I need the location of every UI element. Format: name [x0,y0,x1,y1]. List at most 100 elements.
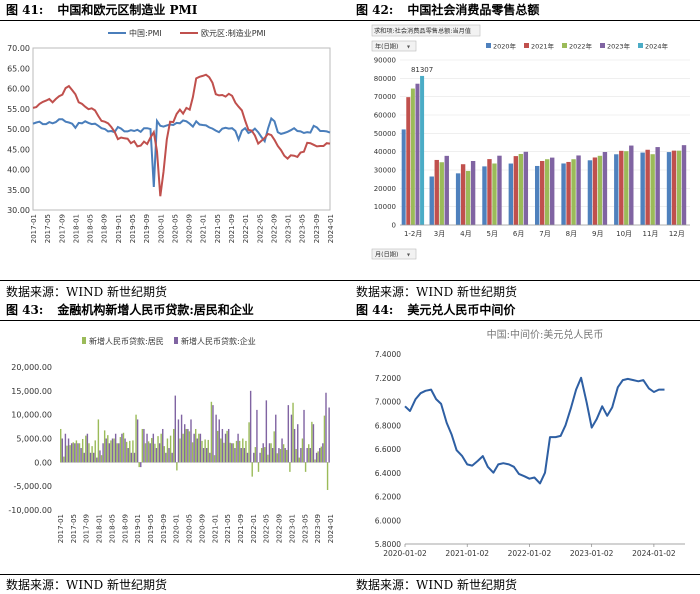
bar-household [147,441,150,463]
x-tick-label: 2019-09 [160,514,168,543]
bar [497,155,502,225]
bar-household [264,447,266,463]
bar-household [100,455,103,463]
bar-enterprise [297,424,299,463]
y-tick-label: 0.00 [34,458,52,467]
bar-enterprise [218,419,220,463]
bar-enterprise [205,448,208,463]
x-tick-label: 9月 [592,230,603,238]
bar-enterprise [212,405,214,463]
x-tick-label: 2017-09 [58,214,66,243]
bar-enterprise [271,448,274,463]
bar-household [85,435,87,463]
bar-household [88,443,90,463]
bar [460,164,466,225]
x-tick-label: 2022-01-02 [508,549,552,558]
x-tick-label: 2022-09 [276,514,284,543]
y-tick-label: 80000 [374,75,396,83]
bar-household [75,440,78,463]
y-tick-label: 40.00 [7,166,30,175]
legend-swatch [82,337,86,344]
bar-household [160,433,162,463]
bar-household [72,442,74,463]
bar-household [257,462,260,472]
bar [676,150,682,225]
bar-enterprise [124,438,126,463]
y-tick-label: 40000 [374,148,396,156]
x-tick-label: 2023-09 [313,214,321,243]
bar-household [182,433,184,463]
bar-enterprise [140,462,142,468]
bar-household [232,443,235,463]
bar [571,159,576,225]
y-tick-label: 10000 [374,203,396,211]
y-tick-label: 35.00 [7,186,30,195]
bar-household [132,440,134,463]
bar-household [201,440,203,463]
x-tick-label: 6月 [513,230,524,238]
bar-household [191,442,194,463]
series-line-usdcny [404,376,665,485]
bar-household [103,430,106,463]
legend-swatch [562,43,567,48]
bar-enterprise [240,448,242,463]
bar [650,154,655,225]
legend-swatch [600,43,605,48]
x-tick-label: 2019-09 [143,214,151,243]
bar-household [273,431,275,463]
x-tick-label: 2017-01 [57,514,65,543]
y-tick-label: 6.2000 [375,493,401,502]
y-tick-label: 30.00 [7,206,30,215]
bar-household [308,444,310,463]
bar-enterprise [199,433,202,463]
bar-household [107,435,109,463]
bar [666,152,672,225]
bar-household [320,446,322,463]
x-tick-label: 2024-01-02 [632,549,676,558]
bar-household [116,443,118,463]
bar-enterprise [165,452,167,463]
bar-household [198,433,200,463]
y-tick-label: 50.00 [7,125,30,134]
bar-household [245,440,247,463]
bar-household [110,440,112,463]
bar-enterprise [61,438,63,463]
x-tick-label: 2021-01 [200,214,208,243]
bar [624,151,629,225]
bar-enterprise [259,452,261,463]
x-tick-label: 2017-05 [44,214,52,243]
bar-household [135,414,137,463]
bar [482,166,487,225]
bar-household [251,462,253,477]
bar-household [226,430,228,463]
bar-household [63,456,65,463]
x-tick-label: 10月 [616,230,632,238]
bar-household [326,462,329,490]
bar [640,152,645,225]
bar-enterprise [237,433,239,463]
bar-household [235,440,238,463]
legend-swatch [638,43,643,48]
bar-enterprise [127,448,129,463]
bar-enterprise [315,452,318,463]
y-tick-label: -10,000.00 [8,506,52,515]
panel-new-loans: 图 43: 金融机构新增人民币贷款:居民和企业 新增人民币贷款:居民 新增人民币贷款… [0,300,350,594]
bar-enterprise [152,433,155,463]
bar-enterprise [146,433,148,463]
bar-enterprise [99,450,101,463]
x-tick-label: 2020-01 [173,514,181,543]
y-tick-label: 6.6000 [375,445,401,454]
chart-title: 中国:中间价:美元兑人民币 [487,328,604,341]
bar-enterprise [306,448,308,463]
y-tick-label: 20000 [374,185,396,193]
x-tick-label: 2018-05 [87,214,95,243]
bar-enterprise [202,448,205,463]
bar-household [238,440,241,463]
bar-enterprise [193,433,195,463]
y-tick-label: 60000 [374,112,396,120]
bar-enterprise [96,457,98,463]
x-tick-label: 2022-05 [263,514,271,543]
bar-enterprise [121,433,123,463]
bar [645,149,650,225]
